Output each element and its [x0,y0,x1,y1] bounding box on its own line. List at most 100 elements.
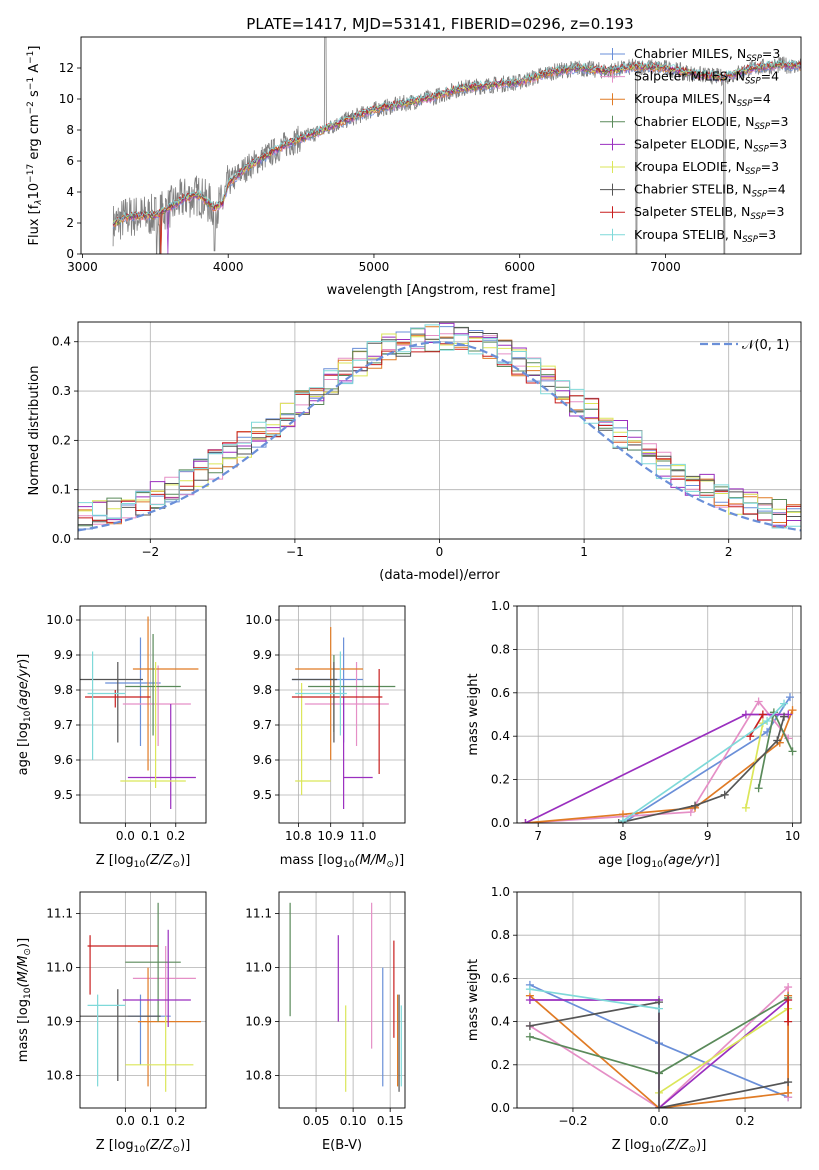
x-axis-label: Z [log10(Z/Z⊙)] [96,1138,191,1155]
y-axis-label: Flux [fλ10−17 erg cm−2 s−1 A−1] [26,46,44,246]
y-tick-label: 9.5 [54,788,73,802]
y-tick-label: 2 [66,216,74,230]
weight-marker [525,996,534,1004]
x-tick-label: 11.0 [350,829,377,843]
x-tick-label: −2 [141,545,159,559]
weight-marker [686,808,695,817]
histogram-step [78,324,801,529]
legend-entry: Kroupa STELIB, NSSP=3 [634,227,776,245]
weight-marker [741,710,750,719]
weight-marker [525,985,534,994]
x-axis-label: wavelength [Angstrom, rest frame] [327,283,556,298]
x-axis-label: mass [log10(M/M⊙)] [280,853,404,870]
axes-frame [516,605,802,824]
x-tick-label: 9 [704,829,712,843]
weight-marker [784,1078,793,1087]
x-tick-label: −1 [286,545,304,559]
axes-frame [278,891,406,1109]
weight-line [529,1001,789,1108]
mass-vs-metallicity-panel: 0.0 0.1 0.2 10.8 10.9 11.0 11.1 Z [log10(Z/Z⊙)]… [16,891,207,1155]
y-tick-label: 11.0 [245,961,272,975]
y-tick-label: 0.2 [491,773,510,787]
x-tick-label: 10.8 [285,829,312,843]
y-tick-label: 0 [66,247,74,261]
x-tick-label: 0.0 [649,1114,668,1128]
x-axis-label: (data-model)/error [379,568,500,583]
x-tick-label: 10 [785,829,800,843]
y-tick-label: 8 [66,123,74,137]
y-axis-label: mass weight [466,959,481,1041]
weight-marker [754,697,763,706]
figure-title: PLATE=1417, MJD=53141, FIBERID=0296, z=0… [246,15,633,33]
weight-marker [780,712,789,721]
y-tick-label: 10.8 [46,1069,73,1083]
weight-marker [758,710,767,719]
weight-line [749,714,764,737]
x-tick-label: 7000 [650,260,681,274]
weight-marker [788,706,797,715]
age-vs-mass-panel: 10.8 10.9 11.0 9.5 9.6 9.7 9.8 9.9 10.0 mass [log… [245,605,406,870]
y-tick-label: 11.0 [46,961,73,975]
y-tick-label: 0.3 [52,384,71,398]
y-tick-label: 9.9 [253,648,272,662]
weight-marker [614,819,623,823]
x-axis-label: E(B-V) [322,1138,362,1153]
y-tick-label: 9.8 [253,683,272,697]
y-tick-label: 11.1 [46,907,73,921]
y-tick-label: 0.0 [52,532,71,546]
weight-marker [655,1004,663,1013]
x-tick-label: 0.1 [141,829,160,843]
x-tick-label: 0.0 [116,829,135,843]
errorbars [80,616,199,809]
weight-marker [720,790,729,799]
weight-marker [785,693,794,702]
x-tick-label: 0.2 [166,1114,185,1128]
x-tick-label: 5000 [359,260,390,274]
y-tick-label: 12 [59,61,74,75]
massweight-vs-metallicity-panel: −0.2 0.0 0.2 0.0 0.2 0.4 0.6 0.8 1.0 Z [log10(Z/Z… [466,885,802,1155]
legend-entry: Kroupa ELODIE, NSSP=3 [634,159,779,177]
y-tick-label: 0.4 [491,1015,510,1029]
y-tick-label: 0.1 [52,483,71,497]
x-tick-label: 0 [436,545,444,559]
y-tick-label: 0.6 [491,971,510,985]
y-tick-label: 1.0 [491,599,510,613]
weight-marker [780,699,789,708]
y-tick-label: 0.0 [491,1101,510,1115]
y-tick-label: 0.6 [491,686,510,700]
age-vs-metallicity-panel: 0.0 0.1 0.2 9.5 9.6 9.7 9.8 9.9 10.0 Z [log10(Z/Z… [16,605,207,870]
y-tick-label: 10.8 [245,1069,272,1083]
legend-entry: Kroupa MILES, NSSP=4 [634,91,771,109]
y-tick-label: 0.2 [52,433,71,447]
axes-frame [80,36,802,255]
weight-marker [784,1088,793,1097]
y-tick-label: 0.8 [491,642,510,656]
x-tick-label: 2 [725,545,733,559]
errorbars [80,902,201,1092]
legend-entry: 𝒩(0, 1) [742,338,789,353]
errorbars [289,902,402,1092]
legend-entry: Salpeter ELODIE, NSSP=3 [634,136,787,154]
y-axis-label: mass weight [466,673,481,755]
axes-frame [516,891,802,1109]
weight-marker [521,819,530,823]
weight-line [525,700,789,823]
massweight-vs-age-panel: 7 8 9 10 0.0 0.2 0.4 0.6 0.8 1.0 age [log10(age/yr… [466,599,802,870]
x-tick-label: 0.0 [116,1114,135,1128]
axes-frame [77,321,802,540]
spectrum-panel: 3000 4000 5000 6000 7000 0 2 4 6 8 10 12 Chabrier MI… [26,36,802,298]
x-tick-label: 4000 [213,260,244,274]
y-tick-label: 9.5 [253,788,272,802]
y-tick-label: 9.7 [253,718,272,732]
weight-line [658,1007,789,1094]
legend-entry: Chabrier STELIB, NSSP=4 [634,182,786,200]
x-axis-label: Z [log10(Z/Z⊙)] [612,1138,707,1155]
weight-lines [525,980,793,1108]
histograms [78,322,801,535]
weight-lines [521,693,797,823]
weight-marker [525,1032,534,1041]
weight-marker [691,801,700,810]
spectrum-data [112,37,801,254]
y-tick-label: 9.9 [54,648,73,662]
x-tick-label: 1 [580,545,588,559]
